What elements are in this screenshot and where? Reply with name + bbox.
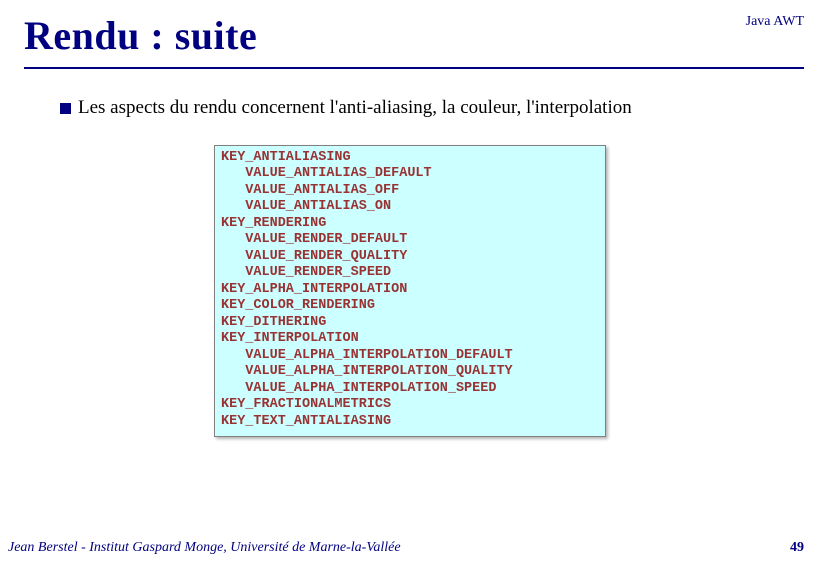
square-bullet-icon [60,103,71,114]
code-line: KEY_FRACTIONALMETRICS [221,397,599,413]
code-line: VALUE_ANTIALIAS_OFF [221,183,599,199]
code-line: KEY_RENDERING [221,216,599,232]
title-rule [24,67,804,69]
footer-author: Jean Berstel - Institut Gaspard Monge, U… [8,540,401,556]
code-line: VALUE_RENDER_DEFAULT [221,232,599,248]
bullet-text: Les aspects du rendu concernent l'anti-a… [78,97,632,119]
footer-page-number: 49 [790,540,804,556]
code-line: VALUE_RENDER_SPEED [221,265,599,281]
code-line: KEY_DITHERING [221,315,599,331]
code-line: KEY_TEXT_ANTIALIASING [221,414,599,430]
code-line: KEY_ANTIALIASING [221,150,599,166]
slide-footer: Jean Berstel - Institut Gaspard Monge, U… [0,540,828,556]
code-line: VALUE_ALPHA_INTERPOLATION_DEFAULT [221,348,599,364]
code-line: VALUE_ALPHA_INTERPOLATION_QUALITY [221,364,599,380]
code-line: KEY_INTERPOLATION [221,331,599,347]
code-line: KEY_ALPHA_INTERPOLATION [221,282,599,298]
code-line: VALUE_RENDER_QUALITY [221,249,599,265]
code-line: VALUE_ALPHA_INTERPOLATION_SPEED [221,381,599,397]
bullet-item: Les aspects du rendu concernent l'anti-a… [60,97,804,119]
slide-title: Rendu : suite [24,12,257,59]
code-box: KEY_ANTIALIASING VALUE_ANTIALIAS_DEFAULT… [214,145,606,437]
code-line: VALUE_ANTIALIAS_DEFAULT [221,166,599,182]
slide-topic: Java AWT [746,14,804,30]
code-line: KEY_COLOR_RENDERING [221,298,599,314]
code-line: VALUE_ANTIALIAS_ON [221,199,599,215]
